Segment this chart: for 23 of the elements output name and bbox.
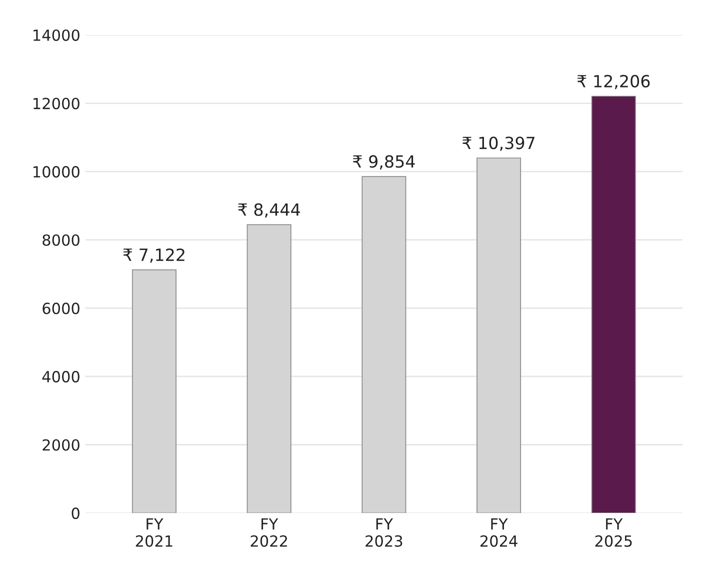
data-label: ₹ 8,444 (238, 203, 300, 218)
data-label: ₹ 10,397 (462, 136, 534, 151)
x-tick-label: FY 2023 (366, 518, 402, 547)
data-label: ₹ 9,854 (352, 155, 415, 170)
bar (476, 158, 522, 514)
bar (591, 96, 636, 514)
x-tick-label: FY 2024 (480, 518, 518, 547)
y-tick-label: 12000 (34, 98, 80, 110)
y-tick-label: 10000 (34, 166, 80, 178)
bar (246, 224, 292, 514)
bar (132, 269, 176, 514)
bar (362, 176, 406, 514)
y-tick-label: 8000 (42, 234, 80, 246)
y-tick-label: 2000 (42, 439, 80, 451)
x-tick-label: FY 2022 (250, 518, 287, 547)
data-label: ₹ 12,206 (577, 74, 650, 90)
x-tick-label: FY 2021 (136, 518, 172, 547)
y-tick-label: 6000 (42, 302, 80, 314)
x-tick-label: FY 2025 (595, 518, 632, 547)
data-label: ₹ 7,122 (123, 248, 184, 263)
y-tick-label: 14000 (34, 29, 80, 41)
y-tick-label: 4000 (42, 370, 80, 382)
y-tick-label: 0 (72, 508, 80, 520)
